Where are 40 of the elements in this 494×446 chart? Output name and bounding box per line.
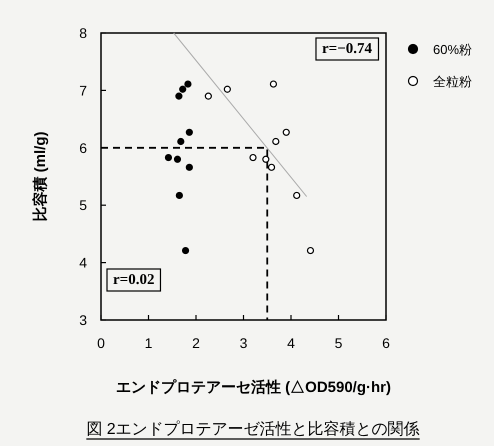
point xyxy=(182,246,190,254)
point xyxy=(268,164,276,171)
point xyxy=(249,154,257,162)
legend-label: 全粒粉 xyxy=(433,74,472,89)
point xyxy=(272,138,280,146)
point xyxy=(186,164,193,171)
legend-label: 60%粉 xyxy=(433,42,472,57)
annotation: r=0.02 xyxy=(113,272,154,288)
point xyxy=(177,138,184,146)
y-tick-label: 8 xyxy=(79,25,88,41)
point xyxy=(179,86,186,93)
x-tick-label: 3 xyxy=(240,335,248,351)
x-tick-label: 2 xyxy=(192,335,200,351)
point xyxy=(174,156,182,163)
y-tick-label: 4 xyxy=(79,254,88,271)
point xyxy=(262,156,270,163)
point xyxy=(184,80,192,88)
y-axis-title: 比容積 (ml/g) xyxy=(31,132,49,222)
y-tick-label: 5 xyxy=(79,197,88,214)
text: 図 2エンドプロテアーゼ活性と比容積との関係 xyxy=(86,420,420,438)
y-tick-label: 6 xyxy=(79,140,88,156)
y-tick-label: 7 xyxy=(79,82,88,98)
point xyxy=(282,128,290,136)
point xyxy=(293,192,300,200)
point xyxy=(164,154,172,162)
point xyxy=(186,128,193,136)
y-tick-label: 3 xyxy=(79,312,88,328)
point xyxy=(176,192,183,200)
x-tick-label: 5 xyxy=(334,335,343,351)
point xyxy=(204,92,212,100)
point xyxy=(175,92,182,100)
point xyxy=(306,246,314,254)
point xyxy=(224,86,231,93)
x-tick-label: 0 xyxy=(97,335,106,351)
x-tick-label: 4 xyxy=(287,335,296,351)
x-axis-title: エンドプロテアーセ活性 (△OD590/g·hr) xyxy=(116,379,392,396)
x-tick-label: 1 xyxy=(144,335,153,351)
annotation: r=−0.74 xyxy=(322,41,372,57)
point xyxy=(270,80,278,88)
x-tick-label: 6 xyxy=(382,335,390,351)
